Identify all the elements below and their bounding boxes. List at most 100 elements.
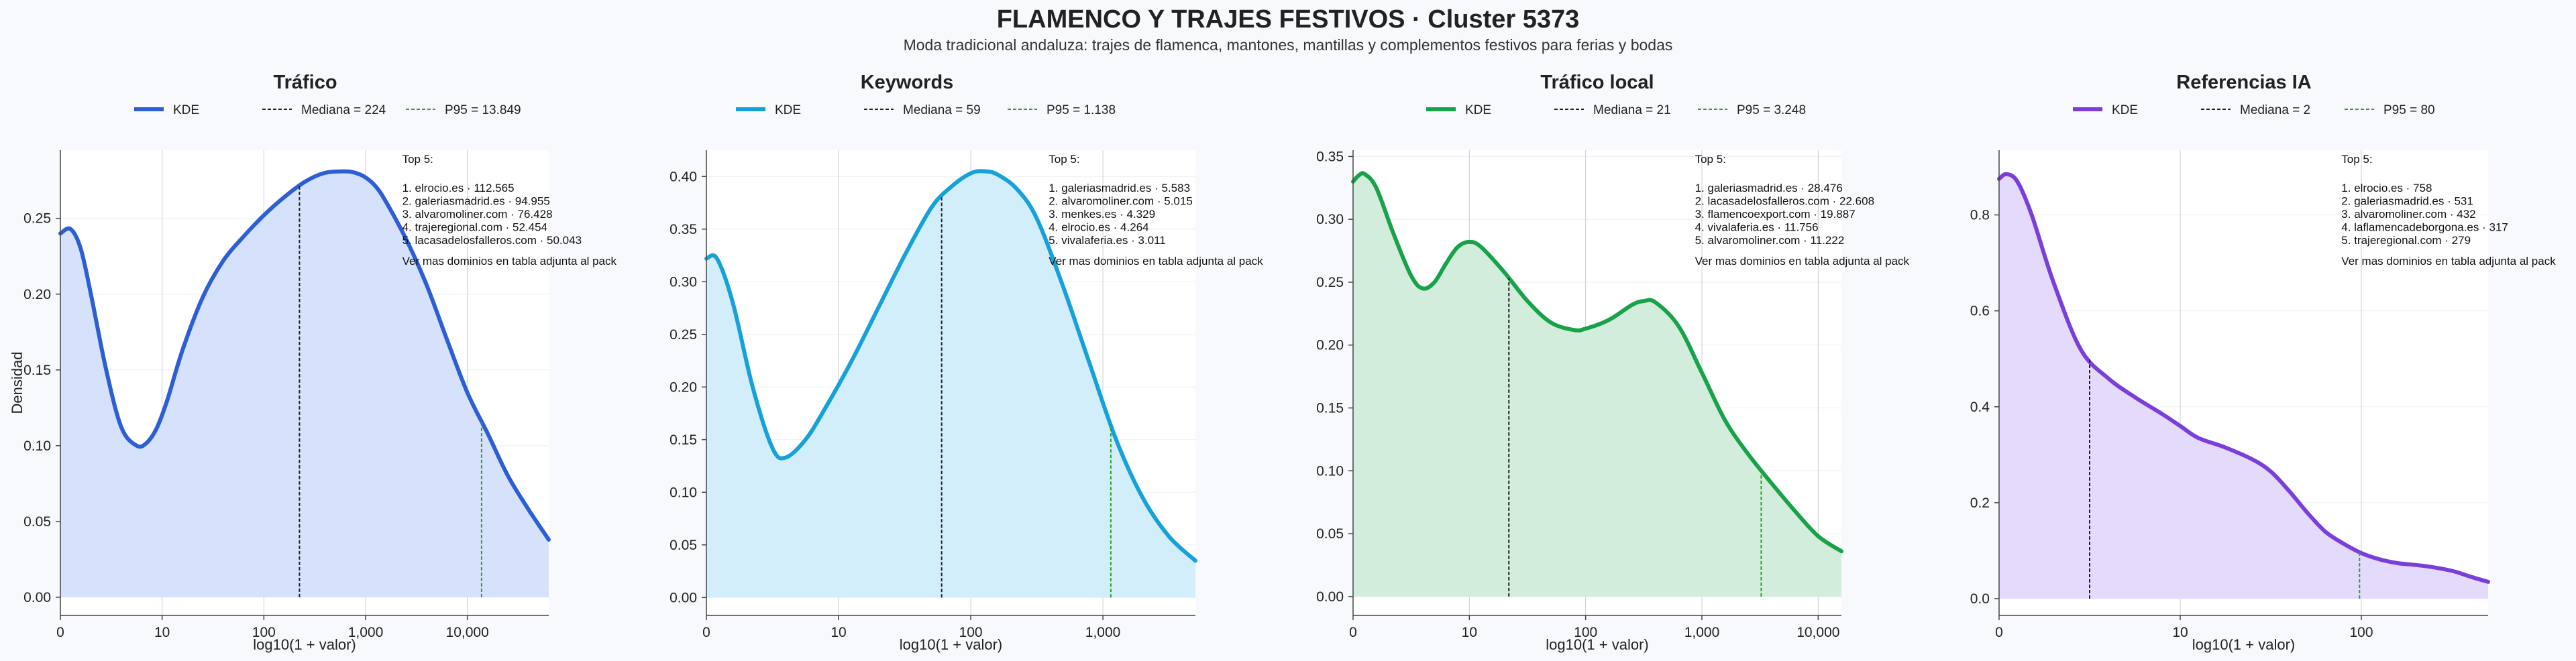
- top5-item: 4. laflamencadeborgona.es · 317: [2341, 221, 2508, 234]
- top5-footer: Ver mas dominios en tabla adjunta al pac…: [1695, 255, 1910, 267]
- top5-item: 3. alvaromoliner.com · 76.428: [402, 208, 553, 221]
- x-tick-label: 100: [959, 625, 983, 640]
- y-tick-label: 0.2: [1970, 495, 1990, 511]
- top5-footer: Ver mas dominios en tabla adjunta al pac…: [2341, 255, 2556, 267]
- legend: KDE Mediana = 21 P95 = 3.248: [1426, 103, 1806, 117]
- x-tick-label: 100: [252, 625, 276, 640]
- top5-item: 1. elrocio.es · 758: [2341, 182, 2432, 194]
- x-axis-label: log10(1 + valor): [1546, 636, 1648, 653]
- kde-line: [704, 169, 1197, 563]
- y-tick-label: 0.30: [1316, 212, 1344, 227]
- top5-footer: Ver mas dominios en tabla adjunta al pac…: [402, 255, 617, 267]
- kde-line: [1351, 171, 1843, 554]
- chart-panel-1: 0.00 0.05 0.10 0.15 0.20 0.25 0 10 100 1,000 10,00…: [9, 72, 617, 653]
- top5-item: 3. alvaromoliner.com · 432: [2341, 208, 2475, 221]
- chart-title: Referencias IA: [2176, 72, 2312, 93]
- y-tick-label: 0.25: [23, 211, 51, 227]
- page-subtitle: Moda tradicional andaluza: trajes de fla…: [903, 36, 1673, 54]
- chart-panel-4: 0.0 0.2 0.4 0.6 0.8 0 10 100 log10(1 + valor) Ref…: [1970, 72, 2556, 653]
- y-tick-label: 0.20: [1316, 338, 1344, 353]
- chart-title: Keywords: [861, 72, 954, 93]
- x-axis-label: log10(1 + valor): [2192, 636, 2295, 653]
- kde-area: [1999, 174, 2488, 599]
- chart-title: Tráfico local: [1540, 72, 1654, 93]
- kde-area: [60, 171, 549, 597]
- top5-item: 3. flamencoexport.com · 19.887: [1695, 208, 1856, 221]
- top5-item: 4. vivalaferia.es · 11.756: [1695, 221, 1819, 234]
- legend-label-median: Mediana = 59: [903, 103, 981, 117]
- x-tick-label: 10,000: [1796, 625, 1839, 640]
- top5-item: 2. galeriasmadrid.es · 94.955: [402, 195, 550, 208]
- x-tick-label: 10: [830, 625, 846, 640]
- legend-label-line: KDE: [1465, 103, 1491, 117]
- y-tick-label: 0.40: [669, 169, 697, 184]
- top5-item: 1. galeriasmadrid.es · 28.476: [1695, 182, 1843, 194]
- x-axis-label: log10(1 + valor): [900, 636, 1002, 653]
- top5-title: Top 5:: [402, 153, 433, 166]
- x-tick-label: 0: [702, 625, 710, 640]
- legend-label-line: KDE: [2112, 103, 2138, 117]
- legend: KDE Mediana = 2 P95 = 80: [2073, 103, 2435, 117]
- legend-label-p95: P95 = 3.248: [1737, 103, 1806, 117]
- top5-item: 4. elrocio.es · 4.264: [1049, 221, 1148, 234]
- top5-item: 5. trajeregional.com · 279: [2341, 234, 2471, 247]
- y-tick-label: 0.35: [1316, 149, 1344, 164]
- kde-area: [706, 171, 1195, 598]
- y-tick-label: 0.10: [1316, 463, 1344, 479]
- x-tick-label: 100: [1574, 625, 1597, 640]
- top5-item: 2. alvaromoliner.com · 5.015: [1049, 195, 1193, 208]
- x-tick-label: 0: [1349, 625, 1357, 640]
- x-tick-label: 100: [2349, 625, 2373, 640]
- y-tick-label: 0.10: [669, 485, 697, 500]
- x-tick-label: 1,000: [1684, 625, 1720, 640]
- chart-panel-3: 0.00 0.05 0.10 0.15 0.20 0.25 0.30 0.35 0 10 100 1,…: [1316, 72, 1909, 653]
- y-tick-label: 0.05: [23, 514, 51, 530]
- legend-label-line: KDE: [173, 103, 199, 117]
- y-tick-label: 0.15: [669, 432, 697, 448]
- legend-label-line: KDE: [775, 103, 801, 117]
- y-tick-label: 0.0: [1970, 591, 1990, 607]
- legend: KDE Mediana = 224 P95 = 13.849: [134, 103, 521, 117]
- page-title: FLAMENCO Y TRAJES FESTIVOS · Cluster 537…: [996, 5, 1580, 34]
- y-tick-label: 0.05: [1316, 526, 1344, 542]
- chart-title: Tráfico: [273, 72, 337, 93]
- y-tick-label: 0.05: [669, 538, 697, 553]
- y-tick-label: 0.8: [1970, 208, 1990, 223]
- x-axis-label: log10(1 + valor): [253, 636, 356, 653]
- top5-title: Top 5:: [1049, 153, 1079, 166]
- x-tick-label: 10: [154, 625, 170, 640]
- y-tick-label: 0.35: [669, 222, 697, 237]
- chart-panel-2: 0.00 0.05 0.10 0.15 0.20 0.25 0.30 0.35 0.40 0 10 1…: [669, 72, 1263, 653]
- y-axis-label: Densidad: [9, 352, 25, 414]
- y-tick-label: 0.00: [23, 590, 51, 605]
- top5-item: 5. lacasadelosfalleros.com · 50.043: [402, 234, 582, 247]
- legend-label-median: Mediana = 224: [301, 103, 386, 117]
- x-tick-label: 0: [56, 625, 64, 640]
- top5-item: 2. lacasadelosfalleros.com · 22.608: [1695, 195, 1874, 208]
- top5-item: 5. vivalaferia.es · 3.011: [1049, 234, 1166, 247]
- top5-item: 1. elrocio.es · 112.565: [402, 182, 515, 194]
- top5-item: 1. galeriasmadrid.es · 5.583: [1049, 182, 1190, 194]
- y-tick-label: 0.15: [23, 363, 51, 378]
- legend-label-median: Mediana = 21: [1593, 103, 1671, 117]
- legend-label-p95: P95 = 1.138: [1046, 103, 1116, 117]
- y-tick-label: 0.25: [1316, 275, 1344, 290]
- y-tick-label: 0.00: [1316, 589, 1344, 605]
- top5-item: 3. menkes.es · 4.329: [1049, 208, 1155, 221]
- y-tick-label: 0.20: [669, 379, 697, 395]
- y-tick-label: 0.30: [669, 274, 697, 290]
- top5-item: 4. trajeregional.com · 52.454: [402, 221, 547, 234]
- top5-title: Top 5:: [2341, 153, 2372, 166]
- kde-area: [1353, 173, 1841, 597]
- y-tick-label: 0.20: [23, 287, 51, 302]
- top5-title: Top 5:: [1695, 153, 1726, 166]
- y-tick-label: 0.15: [1316, 401, 1344, 416]
- legend: KDE Mediana = 59 P95 = 1.138: [736, 103, 1116, 117]
- legend-label-p95: P95 = 80: [2383, 103, 2435, 117]
- top5-footer: Ver mas dominios en tabla adjunta al pac…: [1049, 255, 1263, 267]
